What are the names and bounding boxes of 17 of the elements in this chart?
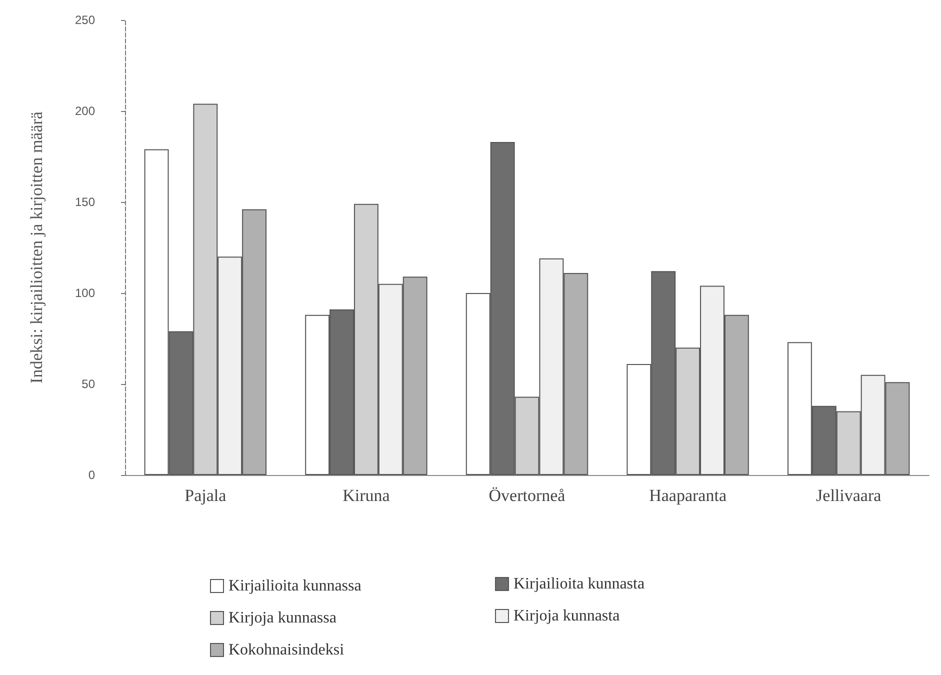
x-tick-label: Haaparanta (649, 486, 727, 505)
x-tick-label: Övertorneå (488, 486, 566, 505)
y-axis-title: Indeksi: kirjailioitten ja kirjoitten määrä (27, 111, 46, 384)
y-tick-label: 200 (74, 104, 96, 118)
y-tick-label: 100 (74, 286, 96, 300)
x-tick-label: Pajala (184, 486, 227, 505)
legend-label: Kokohnaisindeksi (228, 642, 345, 658)
legend-label: Kirjoja kunnassa (228, 610, 336, 626)
y-tick-label: 150 (74, 195, 96, 209)
legend-label: Kirjailioita kunnasta (514, 576, 645, 592)
y-tick-label: 50 (82, 377, 96, 391)
legend-label: Kirjoja kunnasta (514, 608, 620, 624)
y-tick-label: 250 (74, 13, 96, 27)
x-tick-label: Jellivaara (816, 486, 882, 505)
x-tick-label: Kiruna (342, 486, 390, 505)
legend-label: Kirjailioita kunnassa (228, 578, 362, 594)
y-tick-label: 0 (88, 468, 96, 482)
